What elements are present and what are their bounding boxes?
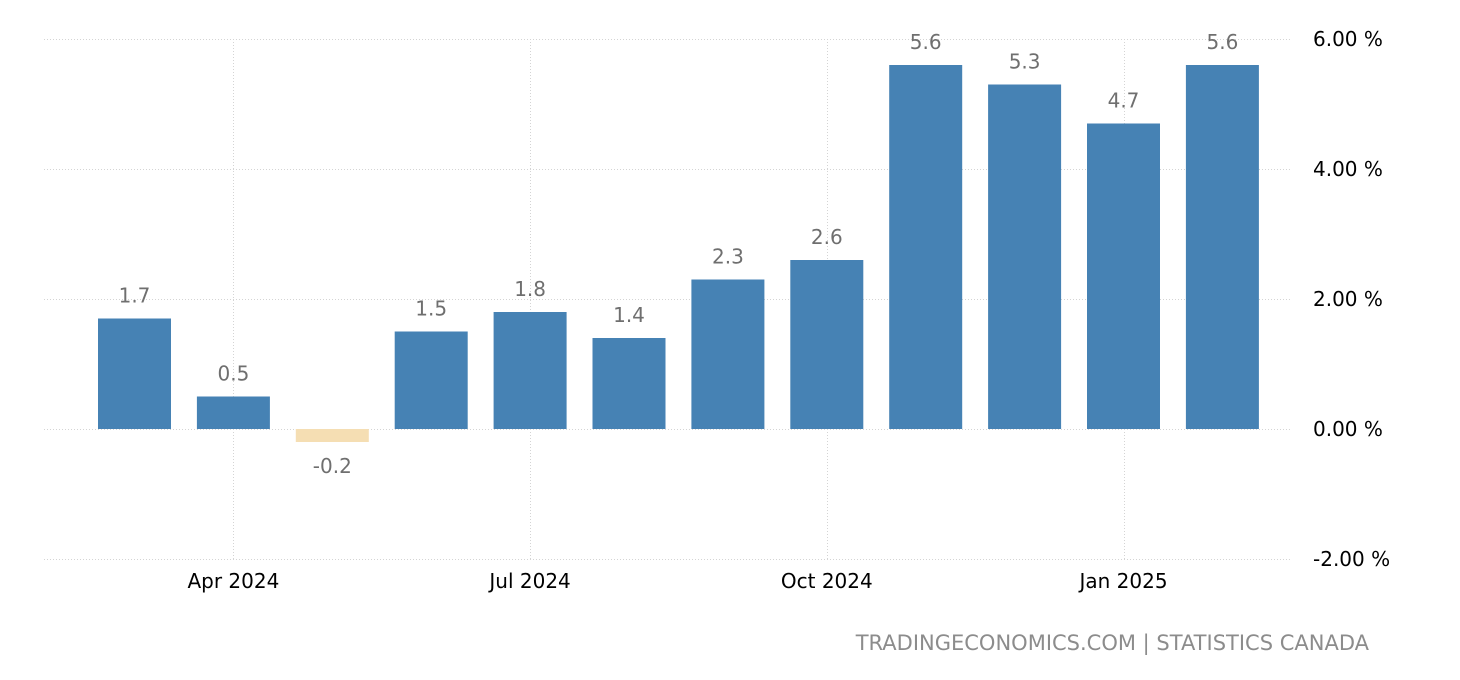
y-tick-label: 4.00 %: [1313, 157, 1383, 181]
bar-value-label: -0.2: [313, 454, 352, 478]
bar-value-label: 2.3: [712, 245, 744, 269]
data-labels-layer: 1.7 0.5 -0.2 1.5 1.8 1.4 2.3 2.6 5.6 5.3 4.7 5.6: [119, 30, 1239, 478]
bar-value-label: 5.6: [1206, 30, 1238, 54]
x-tick-label: Jul 2024: [487, 569, 570, 593]
bars-layer: [98, 65, 1259, 442]
grid-layer: [44, 39, 1290, 560]
x-tick-label: Apr 2024: [187, 569, 279, 593]
bar-value-label: 1.8: [514, 277, 546, 301]
y-tick-label: -2.00 %: [1313, 547, 1390, 571]
bar-value-label: 4.7: [1108, 89, 1140, 113]
bar-value-label: 0.5: [217, 362, 249, 386]
y-tick-label: 6.00 %: [1313, 27, 1383, 51]
x-tick-label: Oct 2024: [781, 569, 873, 593]
bar: [790, 260, 864, 429]
bar-value-label: 1.7: [119, 284, 151, 308]
y-tick-label: 2.00 %: [1313, 287, 1383, 311]
bar-value-label: 5.6: [910, 30, 942, 54]
bar: [295, 429, 369, 442]
x-axis: Apr 2024 Jul 2024 Oct 2024 Jan 2025: [187, 569, 1167, 593]
bar: [988, 84, 1062, 429]
bar: [592, 338, 666, 429]
bar-value-label: 5.3: [1009, 50, 1041, 74]
source-credit: TRADINGECONOMICS.COM | STATISTICS CANADA: [855, 631, 1370, 656]
x-tick-label: Jan 2025: [1077, 569, 1167, 593]
bar-value-label: 1.4: [613, 303, 645, 327]
bar: [889, 65, 963, 429]
bar-value-label: 2.6: [811, 225, 843, 249]
bar: [1185, 65, 1259, 429]
bar: [691, 279, 765, 429]
y-axis: 6.00 % 4.00 % 2.00 % 0.00 % -2.00 %: [1313, 27, 1390, 571]
bar: [196, 396, 270, 429]
bar: [1087, 123, 1160, 429]
bar: [98, 318, 171, 429]
bar: [394, 331, 468, 429]
bar-value-label: 1.5: [415, 297, 447, 321]
y-tick-label: 0.00 %: [1313, 417, 1383, 441]
bar: [493, 312, 567, 429]
